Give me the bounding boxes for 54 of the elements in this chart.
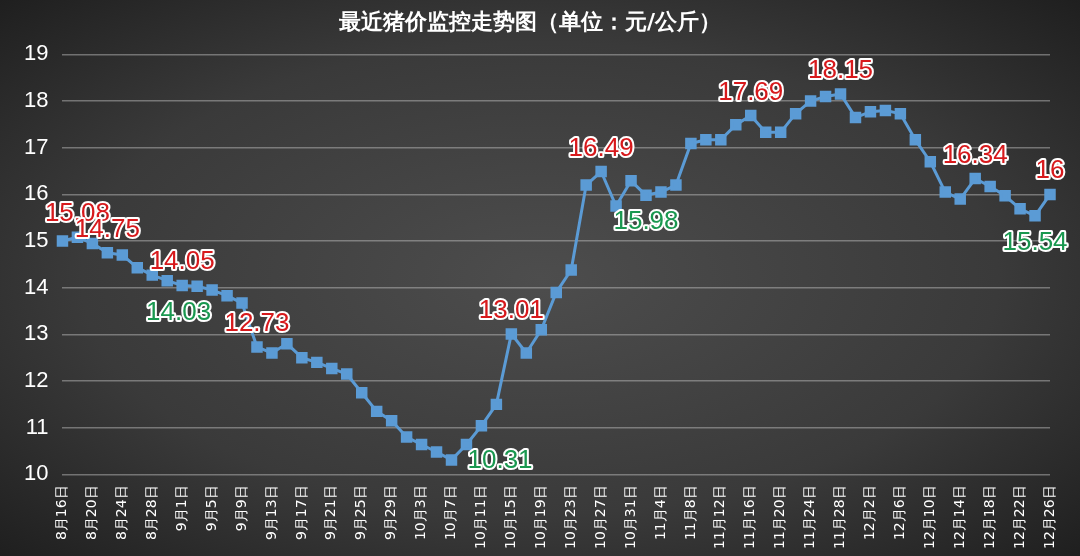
x-tick-label: 8月20日 — [83, 485, 100, 541]
x-tick-label: 10月11日 — [472, 485, 489, 550]
x-tick-label: 8月24日 — [112, 485, 129, 541]
x-tick-label: 10月23日 — [561, 485, 578, 550]
x-tick-label: 11月28日 — [831, 485, 848, 550]
data-label: 16.49 — [568, 131, 634, 162]
x-tick-label: 11月4日 — [651, 485, 668, 541]
x-tick-label: 12月22日 — [1010, 485, 1027, 550]
x-tick-label: 12月2日 — [861, 485, 878, 541]
data-label: 16 — [1035, 154, 1065, 185]
data-label: 14.03 — [146, 296, 212, 327]
x-tick-label: 10月19日 — [531, 485, 548, 550]
x-tick-label: 9月29日 — [382, 485, 399, 541]
y-tick-label: 10 — [23, 460, 49, 486]
x-tick-label: 9月13日 — [262, 485, 279, 541]
y-tick-label: 11 — [25, 413, 49, 439]
x-tick-label: 12月6日 — [891, 485, 908, 541]
x-tick-label: 11月20日 — [771, 485, 788, 550]
x-tick-label: 10月15日 — [501, 485, 518, 550]
data-label: 18.15 — [807, 54, 874, 85]
data-label: 16.34 — [942, 138, 1008, 169]
x-tick-label: 8月16日 — [53, 485, 70, 541]
y-tick-label: 18 — [23, 87, 49, 113]
x-tick-label: 11月16日 — [741, 485, 758, 550]
y-tick-label: 15 — [23, 227, 49, 253]
x-tick-label: 10月31日 — [621, 485, 638, 550]
y-tick-label: 12 — [23, 367, 49, 393]
x-tick-label: 11月24日 — [801, 485, 818, 550]
x-tick-label: 12月26日 — [1040, 485, 1057, 550]
x-tick-label: 12月10日 — [920, 485, 937, 550]
x-tick-label: 11月12日 — [711, 485, 728, 550]
x-tick-label: 9月1日 — [172, 485, 189, 532]
x-tick-label: 9月17日 — [292, 485, 309, 541]
y-tick-label: 13 — [23, 320, 49, 346]
x-tick-label: 12月14日 — [950, 485, 967, 550]
y-tick-label: 17 — [23, 133, 49, 159]
x-tick-label: 9月5日 — [202, 485, 219, 532]
y-tick-label: 14 — [23, 273, 49, 299]
data-label: 10.31 — [467, 444, 533, 475]
x-tick-label: 10月7日 — [442, 485, 459, 541]
data-label: 17.69 — [718, 75, 784, 106]
x-tick-label: 9月25日 — [352, 485, 369, 541]
chart-title: 最近猪价监控走势图（单位：元/公斤） — [337, 8, 722, 34]
x-tick-label: 12月18日 — [980, 485, 997, 550]
data-label: 14.05 — [149, 245, 215, 276]
y-tick-label: 19 — [23, 40, 49, 66]
x-tick-label: 8月28日 — [142, 485, 159, 541]
x-tick-label: 11月8日 — [681, 485, 698, 541]
x-tick-label: 9月9日 — [232, 485, 249, 532]
x-tick-label: 10月3日 — [412, 485, 429, 541]
x-tick-label: 9月21日 — [322, 485, 339, 541]
data-label: 15.98 — [613, 205, 679, 236]
data-label: 13.01 — [478, 293, 544, 324]
x-tick-label: 10月27日 — [591, 485, 608, 550]
